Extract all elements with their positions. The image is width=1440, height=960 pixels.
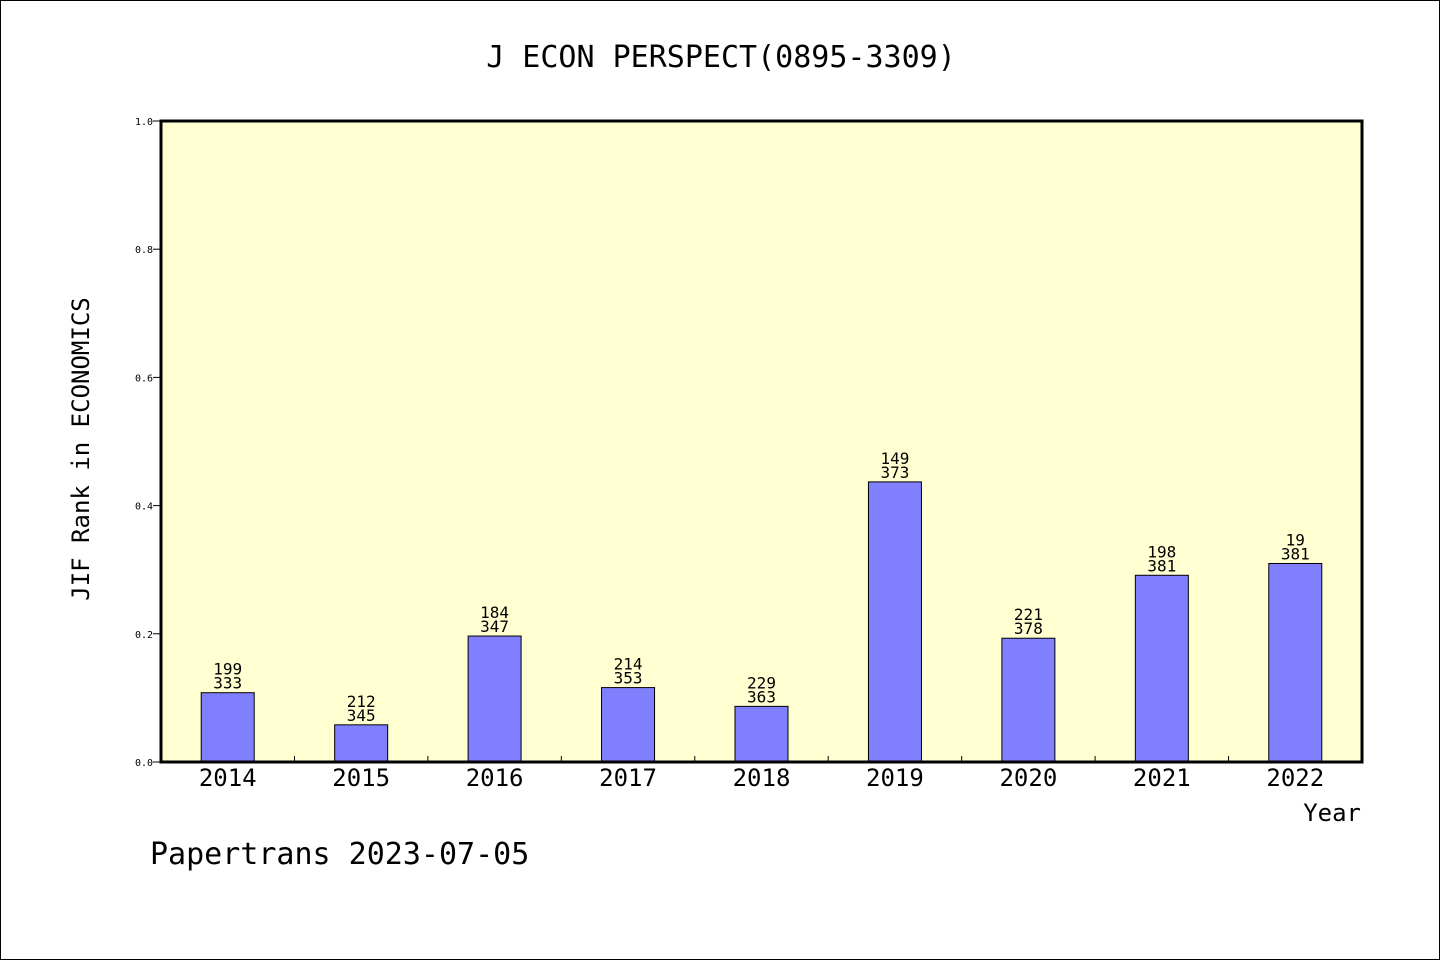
x-tick-label: 2016 [466, 764, 524, 792]
bar-label-rank: 221 [1014, 605, 1043, 624]
x-tick-label: 2020 [999, 764, 1057, 792]
bar-label-rank: 229 [747, 673, 776, 692]
bar-2022 [1268, 562, 1323, 763]
x-tick-label: 2018 [733, 764, 791, 792]
bar-label-total: 378 [1014, 619, 1043, 638]
y-axis-title: JIF Rank in ECONOMICS [67, 297, 95, 600]
bar-2019 [867, 481, 922, 763]
y-tick-label: 0.8 [135, 245, 153, 256]
footer-credit: Papertrans 2023-07-05 [150, 837, 529, 872]
bar-2014 [200, 692, 255, 763]
bar-2017 [601, 687, 656, 763]
x-axis-title: Year [1303, 799, 1361, 827]
bar-label-rank: 184 [480, 603, 509, 622]
bar-2016 [467, 635, 522, 763]
bar-label-total: 345 [347, 706, 376, 725]
bar-2015 [334, 724, 389, 763]
plot-border [159, 119, 1364, 764]
x-tick-label: 2017 [599, 764, 657, 792]
bar-2021 [1134, 574, 1189, 763]
bar-label-total: 333 [213, 674, 242, 693]
bar-label-rank: 214 [614, 655, 643, 674]
bar-label-rank: 198 [1147, 542, 1176, 561]
x-axis-ticks: 2014 2015 2016 2017 2018 2019 2020 2021 2022 [199, 756, 1324, 792]
y-tick-label: 0.2 [135, 630, 153, 641]
bar-2018 [734, 705, 789, 763]
bar-label-rank: 199 [213, 660, 242, 679]
bar-2020 [1001, 637, 1056, 763]
bar-label-total: 363 [747, 687, 776, 706]
y-axis-ticks: 0.0 0.2 0.4 0.6 0.8 1.0 [135, 117, 161, 769]
x-tick-label: 2021 [1133, 764, 1191, 792]
y-tick-label: 0.4 [135, 502, 153, 513]
bar-label-total: 381 [1147, 556, 1176, 575]
chart-title: J ECON PERSPECT(0895-3309) [486, 40, 956, 75]
bar-label-total: 347 [480, 617, 509, 636]
bar-label-rank: 149 [880, 449, 909, 468]
y-tick-label: 0.6 [135, 373, 153, 384]
x-tick-label: 2022 [1266, 764, 1324, 792]
bar-label-total: 353 [614, 669, 643, 688]
x-tick-label: 2015 [332, 764, 390, 792]
y-tick-label: 1.0 [135, 117, 153, 128]
x-tick-label: 2019 [866, 764, 924, 792]
y-tick-label: 0.0 [135, 758, 153, 769]
x-tick-label: 2014 [199, 764, 257, 792]
bar-label-total: 381 [1281, 544, 1310, 563]
bar-label-total: 373 [880, 463, 909, 482]
bar-label-rank: 19 [1286, 530, 1305, 549]
bar-label-rank: 212 [347, 692, 376, 711]
